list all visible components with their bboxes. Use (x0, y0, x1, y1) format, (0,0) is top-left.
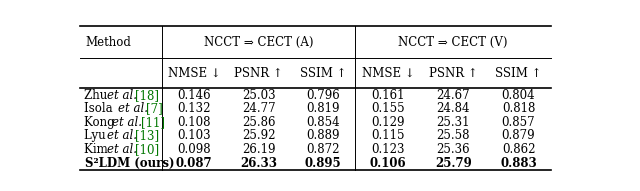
Text: S²LDM (ours): S²LDM (ours) (85, 157, 175, 170)
Text: 0.818: 0.818 (502, 102, 535, 115)
Text: [18]: [18] (135, 89, 159, 102)
Text: 0.819: 0.819 (307, 102, 340, 115)
Text: 25.86: 25.86 (242, 116, 275, 129)
Text: 25.92: 25.92 (242, 129, 275, 142)
Text: 0.098: 0.098 (177, 143, 211, 156)
Text: 0.879: 0.879 (502, 129, 535, 142)
Text: 0.106: 0.106 (370, 157, 406, 170)
Text: Isola: Isola (84, 102, 116, 115)
Text: Lyu: Lyu (84, 129, 109, 142)
Text: 0.103: 0.103 (177, 129, 211, 142)
Text: 0.087: 0.087 (176, 157, 212, 170)
Text: et al.: et al. (107, 129, 137, 142)
Text: PSNR ↑: PSNR ↑ (429, 67, 477, 80)
Text: 25.03: 25.03 (242, 89, 275, 102)
Text: 25.58: 25.58 (436, 129, 470, 142)
Text: 0.889: 0.889 (307, 129, 340, 142)
Text: 0.115: 0.115 (371, 129, 404, 142)
Text: et al.: et al. (113, 116, 143, 129)
Text: 25.31: 25.31 (436, 116, 470, 129)
Text: 0.804: 0.804 (502, 89, 535, 102)
Text: 0.854: 0.854 (306, 116, 340, 129)
Text: 0.862: 0.862 (502, 143, 535, 156)
Text: 0.161: 0.161 (371, 89, 404, 102)
Text: Method: Method (85, 36, 131, 49)
Text: Zhu: Zhu (84, 89, 111, 102)
Text: 26.19: 26.19 (242, 143, 275, 156)
Text: PSNR ↑: PSNR ↑ (234, 67, 283, 80)
Text: NMSE ↓: NMSE ↓ (168, 67, 220, 80)
Text: 24.67: 24.67 (436, 89, 470, 102)
Text: NCCT ⇒ CECT (V): NCCT ⇒ CECT (V) (399, 36, 508, 49)
Text: 0.857: 0.857 (502, 116, 535, 129)
Text: NMSE ↓: NMSE ↓ (362, 67, 414, 80)
Text: SSIM ↑: SSIM ↑ (300, 67, 346, 80)
Text: [11]: [11] (141, 116, 164, 129)
Text: 0.155: 0.155 (371, 102, 404, 115)
Text: et al.: et al. (107, 143, 137, 156)
Text: 0.883: 0.883 (500, 157, 537, 170)
Text: 0.146: 0.146 (177, 89, 211, 102)
Text: 0.872: 0.872 (307, 143, 340, 156)
Text: 25.79: 25.79 (435, 157, 472, 170)
Text: 0.108: 0.108 (177, 116, 211, 129)
Text: 24.77: 24.77 (242, 102, 275, 115)
Text: 0.895: 0.895 (305, 157, 341, 170)
Text: Kong: Kong (84, 116, 118, 129)
Text: 0.123: 0.123 (371, 143, 404, 156)
Text: 0.796: 0.796 (306, 89, 340, 102)
Text: 24.84: 24.84 (436, 102, 470, 115)
Text: 25.36: 25.36 (436, 143, 470, 156)
Text: 26.33: 26.33 (240, 157, 277, 170)
Text: 0.129: 0.129 (371, 116, 404, 129)
Text: et al.: et al. (107, 89, 137, 102)
Text: [13]: [13] (135, 129, 159, 142)
Text: SSIM ↑: SSIM ↑ (495, 67, 542, 80)
Text: [10]: [10] (135, 143, 159, 156)
Text: 0.132: 0.132 (177, 102, 211, 115)
Text: NCCT ⇒ CECT (A): NCCT ⇒ CECT (A) (204, 36, 314, 49)
Text: [7]: [7] (147, 102, 163, 115)
Text: et al.: et al. (118, 102, 148, 115)
Text: Kim: Kim (84, 143, 111, 156)
